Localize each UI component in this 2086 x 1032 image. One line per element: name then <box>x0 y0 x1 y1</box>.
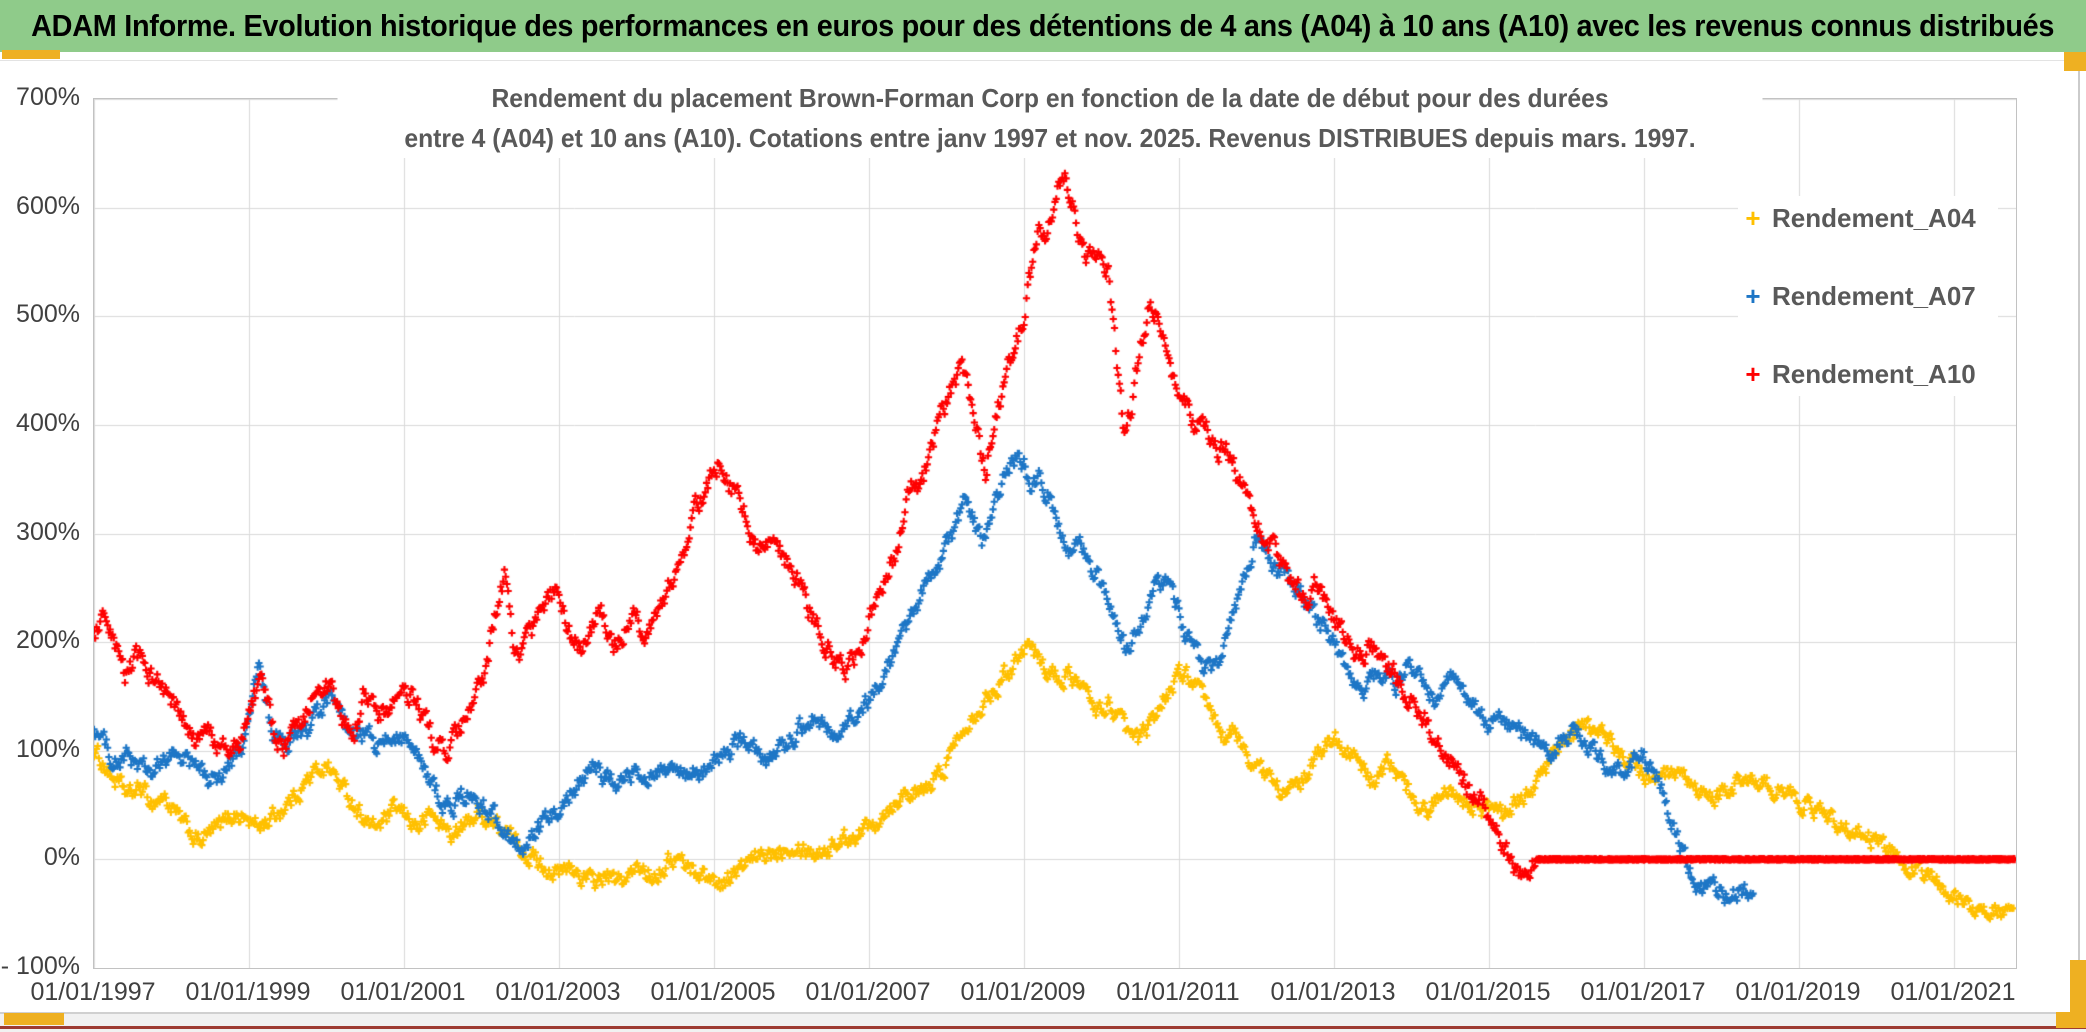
chart-legend: + Rendement_A04 + Rendement_A07 + Rendem… <box>1738 196 1998 396</box>
y-axis-tick-label: 400% <box>16 408 80 437</box>
legend-item-a07[interactable]: + Rendement_A07 <box>1738 278 1998 314</box>
bottom-red-border <box>0 1026 2086 1029</box>
legend-item-a10[interactable]: + Rendement_A10 <box>1738 356 1998 392</box>
x-axis-tick-label: 01/01/2013 <box>1270 978 1396 1006</box>
header-title: ADAM Informe. Evolution historique des p… <box>31 8 2055 43</box>
accent-top-left <box>2 50 60 59</box>
y-axis-tick-label: 500% <box>16 300 80 329</box>
header-divider <box>0 60 2086 61</box>
legend-label: Rendement_A10 <box>1772 358 1976 389</box>
accent-bottom-right-horizontal <box>2056 1012 2086 1028</box>
y-axis-tick-label: 600% <box>16 191 80 220</box>
accent-top-right <box>2064 52 2086 71</box>
x-axis-tick-label: 01/01/1999 <box>185 978 311 1006</box>
chart-title-line1: Rendement du placement Brown-Forman Corp… <box>491 83 1609 113</box>
x-axis-tick-label: 01/01/2005 <box>650 978 776 1006</box>
plus-marker-icon: + <box>1745 281 1761 311</box>
x-axis-tick-label: 01/01/2009 <box>960 978 1086 1006</box>
x-axis-tick-label: 01/01/2011 <box>1116 978 1240 1006</box>
bottom-strip <box>0 1013 2086 1032</box>
legend-item-a04[interactable]: + Rendement_A04 <box>1738 200 1998 236</box>
right-edge-line <box>2078 70 2080 1014</box>
bottom-gray-line <box>0 1012 2086 1014</box>
scatter-plot-canvas <box>94 99 2016 968</box>
x-axis-tick-label: 01/01/2001 <box>340 978 466 1006</box>
y-axis-tick-label: 0% <box>43 843 80 872</box>
plot-area <box>93 98 2017 969</box>
plus-marker-icon: + <box>1745 359 1761 389</box>
x-axis-tick-label: 01/01/2017 <box>1580 978 1706 1006</box>
x-axis-tick-label: 01/01/2003 <box>495 978 621 1006</box>
x-axis-tick-label: 01/01/2007 <box>805 978 931 1006</box>
legend-label: Rendement_A04 <box>1772 202 1976 233</box>
legend-label: Rendement_A07 <box>1772 280 1976 311</box>
x-axis-tick-label: 01/01/2019 <box>1735 978 1861 1006</box>
y-axis-tick-label: 200% <box>16 626 80 655</box>
x-axis-tick-label: 01/01/2021 <box>1890 978 2016 1006</box>
header-banner: ADAM Informe. Evolution historique des p… <box>0 0 2086 52</box>
accent-bottom-right-vertical <box>2070 960 2086 1026</box>
accent-bottom-left <box>4 1013 64 1025</box>
y-axis-tick-label: 300% <box>16 517 80 546</box>
chart-title-line2: entre 4 (A04) et 10 ans (A10). Cotations… <box>404 123 1696 153</box>
x-axis-tick-label: 01/01/1997 <box>30 978 156 1006</box>
y-axis-tick-label: - 100% <box>0 952 80 980</box>
y-axis-tick-label: 100% <box>16 734 80 763</box>
chart-title: Rendement du placement Brown-Forman Corp… <box>337 78 1763 158</box>
y-axis-tick-label: 700% <box>16 83 80 111</box>
x-axis-tick-label: 01/01/2015 <box>1425 978 1551 1006</box>
plus-marker-icon: + <box>1745 203 1761 233</box>
